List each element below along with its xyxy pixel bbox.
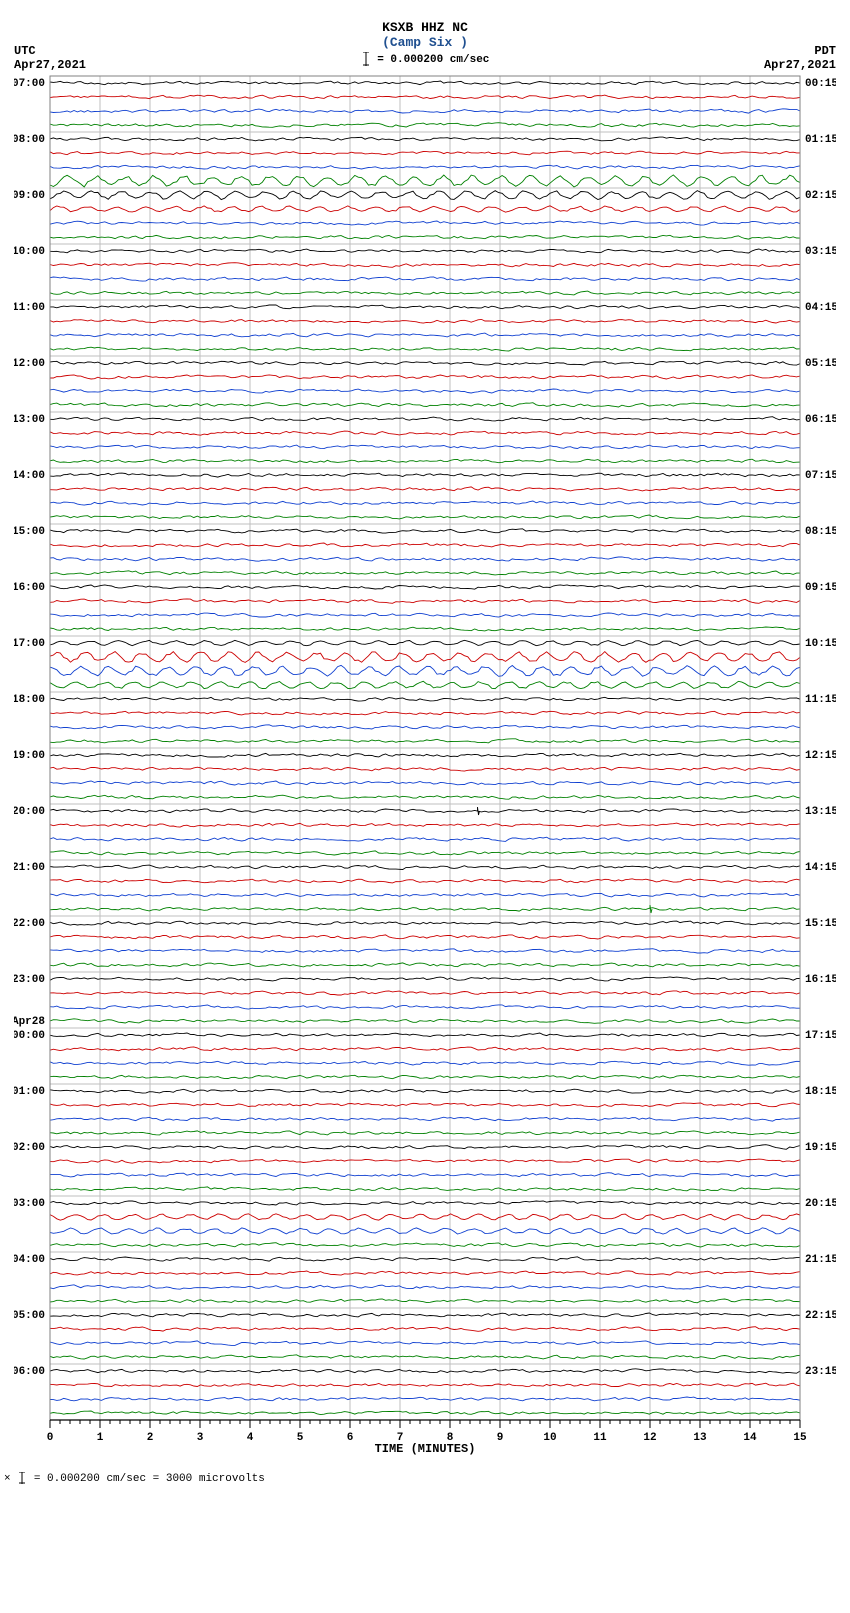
svg-text:09:00: 09:00 [14, 190, 45, 202]
svg-text:02:15: 02:15 [805, 190, 836, 202]
svg-text:01:15: 01:15 [805, 134, 836, 146]
footer-scale: × = 0.000200 cm/sec = 3000 microvolts [4, 1472, 850, 1485]
svg-text:12:00: 12:00 [14, 358, 45, 370]
svg-text:05:00: 05:00 [14, 1310, 45, 1322]
svg-text:08:15: 08:15 [805, 526, 836, 538]
svg-text:03:15: 03:15 [805, 246, 836, 258]
svg-text:19:15: 19:15 [805, 1142, 836, 1154]
svg-text:20:00: 20:00 [14, 806, 45, 818]
svg-text:03:00: 03:00 [14, 1198, 45, 1210]
station-code: KSXB HHZ NC [0, 20, 850, 35]
svg-text:10:00: 10:00 [14, 246, 45, 258]
svg-text:01:00: 01:00 [14, 1086, 45, 1098]
svg-text:2: 2 [147, 1432, 154, 1444]
svg-text:10:15: 10:15 [805, 638, 836, 650]
tz-right: PDT Apr27,2021 [764, 44, 836, 72]
seismogram-plot: 07:00 08:00 09:00 10:00 11:00 12:00 13:00 14:00… [14, 72, 836, 1460]
svg-text:11: 11 [593, 1432, 607, 1444]
svg-text:Apr28: Apr28 [14, 1016, 45, 1028]
svg-text:16:00: 16:00 [14, 582, 45, 594]
svg-text:07:15: 07:15 [805, 470, 836, 482]
svg-text:06:00: 06:00 [14, 1366, 45, 1378]
svg-text:6: 6 [347, 1432, 354, 1444]
svg-text:5: 5 [297, 1432, 304, 1444]
svg-text:15:15: 15:15 [805, 918, 836, 930]
svg-text:08:00: 08:00 [14, 134, 45, 146]
footer-prefix: × [4, 1473, 11, 1485]
svg-text:14:15: 14:15 [805, 862, 836, 874]
svg-text:13:15: 13:15 [805, 806, 836, 818]
svg-text:14:00: 14:00 [14, 470, 45, 482]
footer-text: = 0.000200 cm/sec = 3000 microvolts [34, 1473, 265, 1485]
tz-left-label: UTC [14, 44, 86, 58]
svg-text:20:15: 20:15 [805, 1198, 836, 1210]
tz-right-label: PDT [764, 44, 836, 58]
svg-text:13:00: 13:00 [14, 414, 45, 426]
svg-text:04:00: 04:00 [14, 1254, 45, 1266]
svg-text:16:15: 16:15 [805, 974, 836, 986]
svg-text:17:00: 17:00 [14, 638, 45, 650]
svg-text:13: 13 [693, 1432, 707, 1444]
svg-text:06:15: 06:15 [805, 414, 836, 426]
scale-bar: = 0.000200 cm/sec [0, 52, 850, 66]
svg-text:3: 3 [197, 1432, 204, 1444]
tz-left: UTC Apr27,2021 [14, 44, 86, 72]
svg-text:18:00: 18:00 [14, 694, 45, 706]
svg-text:17:15: 17:15 [805, 1030, 836, 1042]
svg-text:21:15: 21:15 [805, 1254, 836, 1266]
svg-text:05:15: 05:15 [805, 358, 836, 370]
svg-text:1: 1 [97, 1432, 104, 1444]
svg-text:12:15: 12:15 [805, 750, 836, 762]
svg-text:18:15: 18:15 [805, 1086, 836, 1098]
svg-text:22:15: 22:15 [805, 1310, 836, 1322]
header: KSXB HHZ NC (Camp Six ) = 0.000200 cm/se… [0, 0, 850, 66]
scale-text: = 0.000200 cm/sec [377, 54, 489, 66]
svg-text:12: 12 [643, 1432, 656, 1444]
svg-text:11:00: 11:00 [14, 302, 45, 314]
tz-left-date: Apr27,2021 [14, 58, 86, 72]
svg-text:10: 10 [543, 1432, 556, 1444]
svg-text:02:00: 02:00 [14, 1142, 45, 1154]
svg-text:00:00: 00:00 [14, 1030, 45, 1042]
svg-text:22:00: 22:00 [14, 918, 45, 930]
svg-text:15: 15 [793, 1432, 807, 1444]
svg-text:4: 4 [247, 1432, 254, 1444]
svg-text:0: 0 [47, 1432, 54, 1444]
svg-text:15:00: 15:00 [14, 526, 45, 538]
svg-text:11:15: 11:15 [805, 694, 836, 706]
svg-text:TIME (MINUTES): TIME (MINUTES) [375, 1442, 476, 1456]
svg-text:21:00: 21:00 [14, 862, 45, 874]
svg-text:04:15: 04:15 [805, 302, 836, 314]
svg-text:23:00: 23:00 [14, 974, 45, 986]
svg-text:00:15: 00:15 [805, 78, 836, 90]
svg-text:14: 14 [743, 1432, 757, 1444]
svg-text:23:15: 23:15 [805, 1366, 836, 1378]
tz-right-date: Apr27,2021 [764, 58, 836, 72]
svg-text:07:00: 07:00 [14, 78, 45, 90]
svg-text:09:15: 09:15 [805, 582, 836, 594]
svg-text:9: 9 [497, 1432, 504, 1444]
station-name: (Camp Six ) [0, 35, 850, 50]
svg-text:19:00: 19:00 [14, 750, 45, 762]
